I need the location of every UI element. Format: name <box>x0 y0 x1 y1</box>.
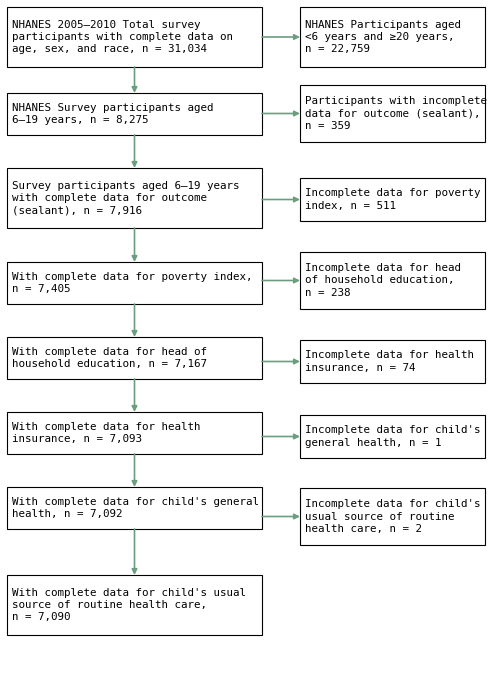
Text: Incomplete data for poverty
index, n = 511: Incomplete data for poverty index, n = 5… <box>305 188 481 211</box>
Text: With complete data for child's general
health, n = 7,092: With complete data for child's general h… <box>12 497 259 519</box>
Text: Incomplete data for child's
usual source of routine
health care, n = 2: Incomplete data for child's usual source… <box>305 499 481 534</box>
Text: NHANES 2005–2010 Total survey
participants with complete data on
age, sex, and r: NHANES 2005–2010 Total survey participan… <box>12 20 233 55</box>
Text: With complete data for child's usual
source of routine health care,
n = 7,090: With complete data for child's usual sou… <box>12 588 246 622</box>
Bar <box>7 575 262 635</box>
Text: Participants with incomplete
data for outcome (sealant),
n = 359: Participants with incomplete data for ou… <box>305 96 487 131</box>
Bar <box>300 252 485 309</box>
Bar <box>7 7 262 67</box>
Text: Survey participants aged 6–19 years
with complete data for outcome
(sealant), n : Survey participants aged 6–19 years with… <box>12 181 240 215</box>
Text: Incomplete data for child's
general health, n = 1: Incomplete data for child's general heal… <box>305 425 481 448</box>
Bar <box>7 262 262 304</box>
Bar <box>7 337 262 379</box>
Bar <box>300 178 485 221</box>
Bar <box>7 487 262 529</box>
Bar <box>7 168 262 228</box>
Bar <box>300 340 485 383</box>
Bar <box>7 93 262 135</box>
Bar <box>300 7 485 67</box>
Bar <box>7 412 262 454</box>
Text: NHANES Participants aged
<6 years and ≥20 years,
n = 22,759: NHANES Participants aged <6 years and ≥2… <box>305 20 461 55</box>
Bar <box>300 415 485 458</box>
Bar <box>300 488 485 545</box>
Text: Incomplete data for health
insurance, n = 74: Incomplete data for health insurance, n … <box>305 350 474 373</box>
Text: With complete data for health
insurance, n = 7,093: With complete data for health insurance,… <box>12 422 200 444</box>
Text: NHANES Survey participants aged
6–19 years, n = 8,275: NHANES Survey participants aged 6–19 yea… <box>12 103 214 125</box>
Text: With complete data for poverty index,
n = 7,405: With complete data for poverty index, n … <box>12 272 252 294</box>
Bar <box>300 85 485 142</box>
Text: Incomplete data for head
of household education,
n = 238: Incomplete data for head of household ed… <box>305 263 461 298</box>
Text: With complete data for head of
household education, n = 7,167: With complete data for head of household… <box>12 347 207 369</box>
